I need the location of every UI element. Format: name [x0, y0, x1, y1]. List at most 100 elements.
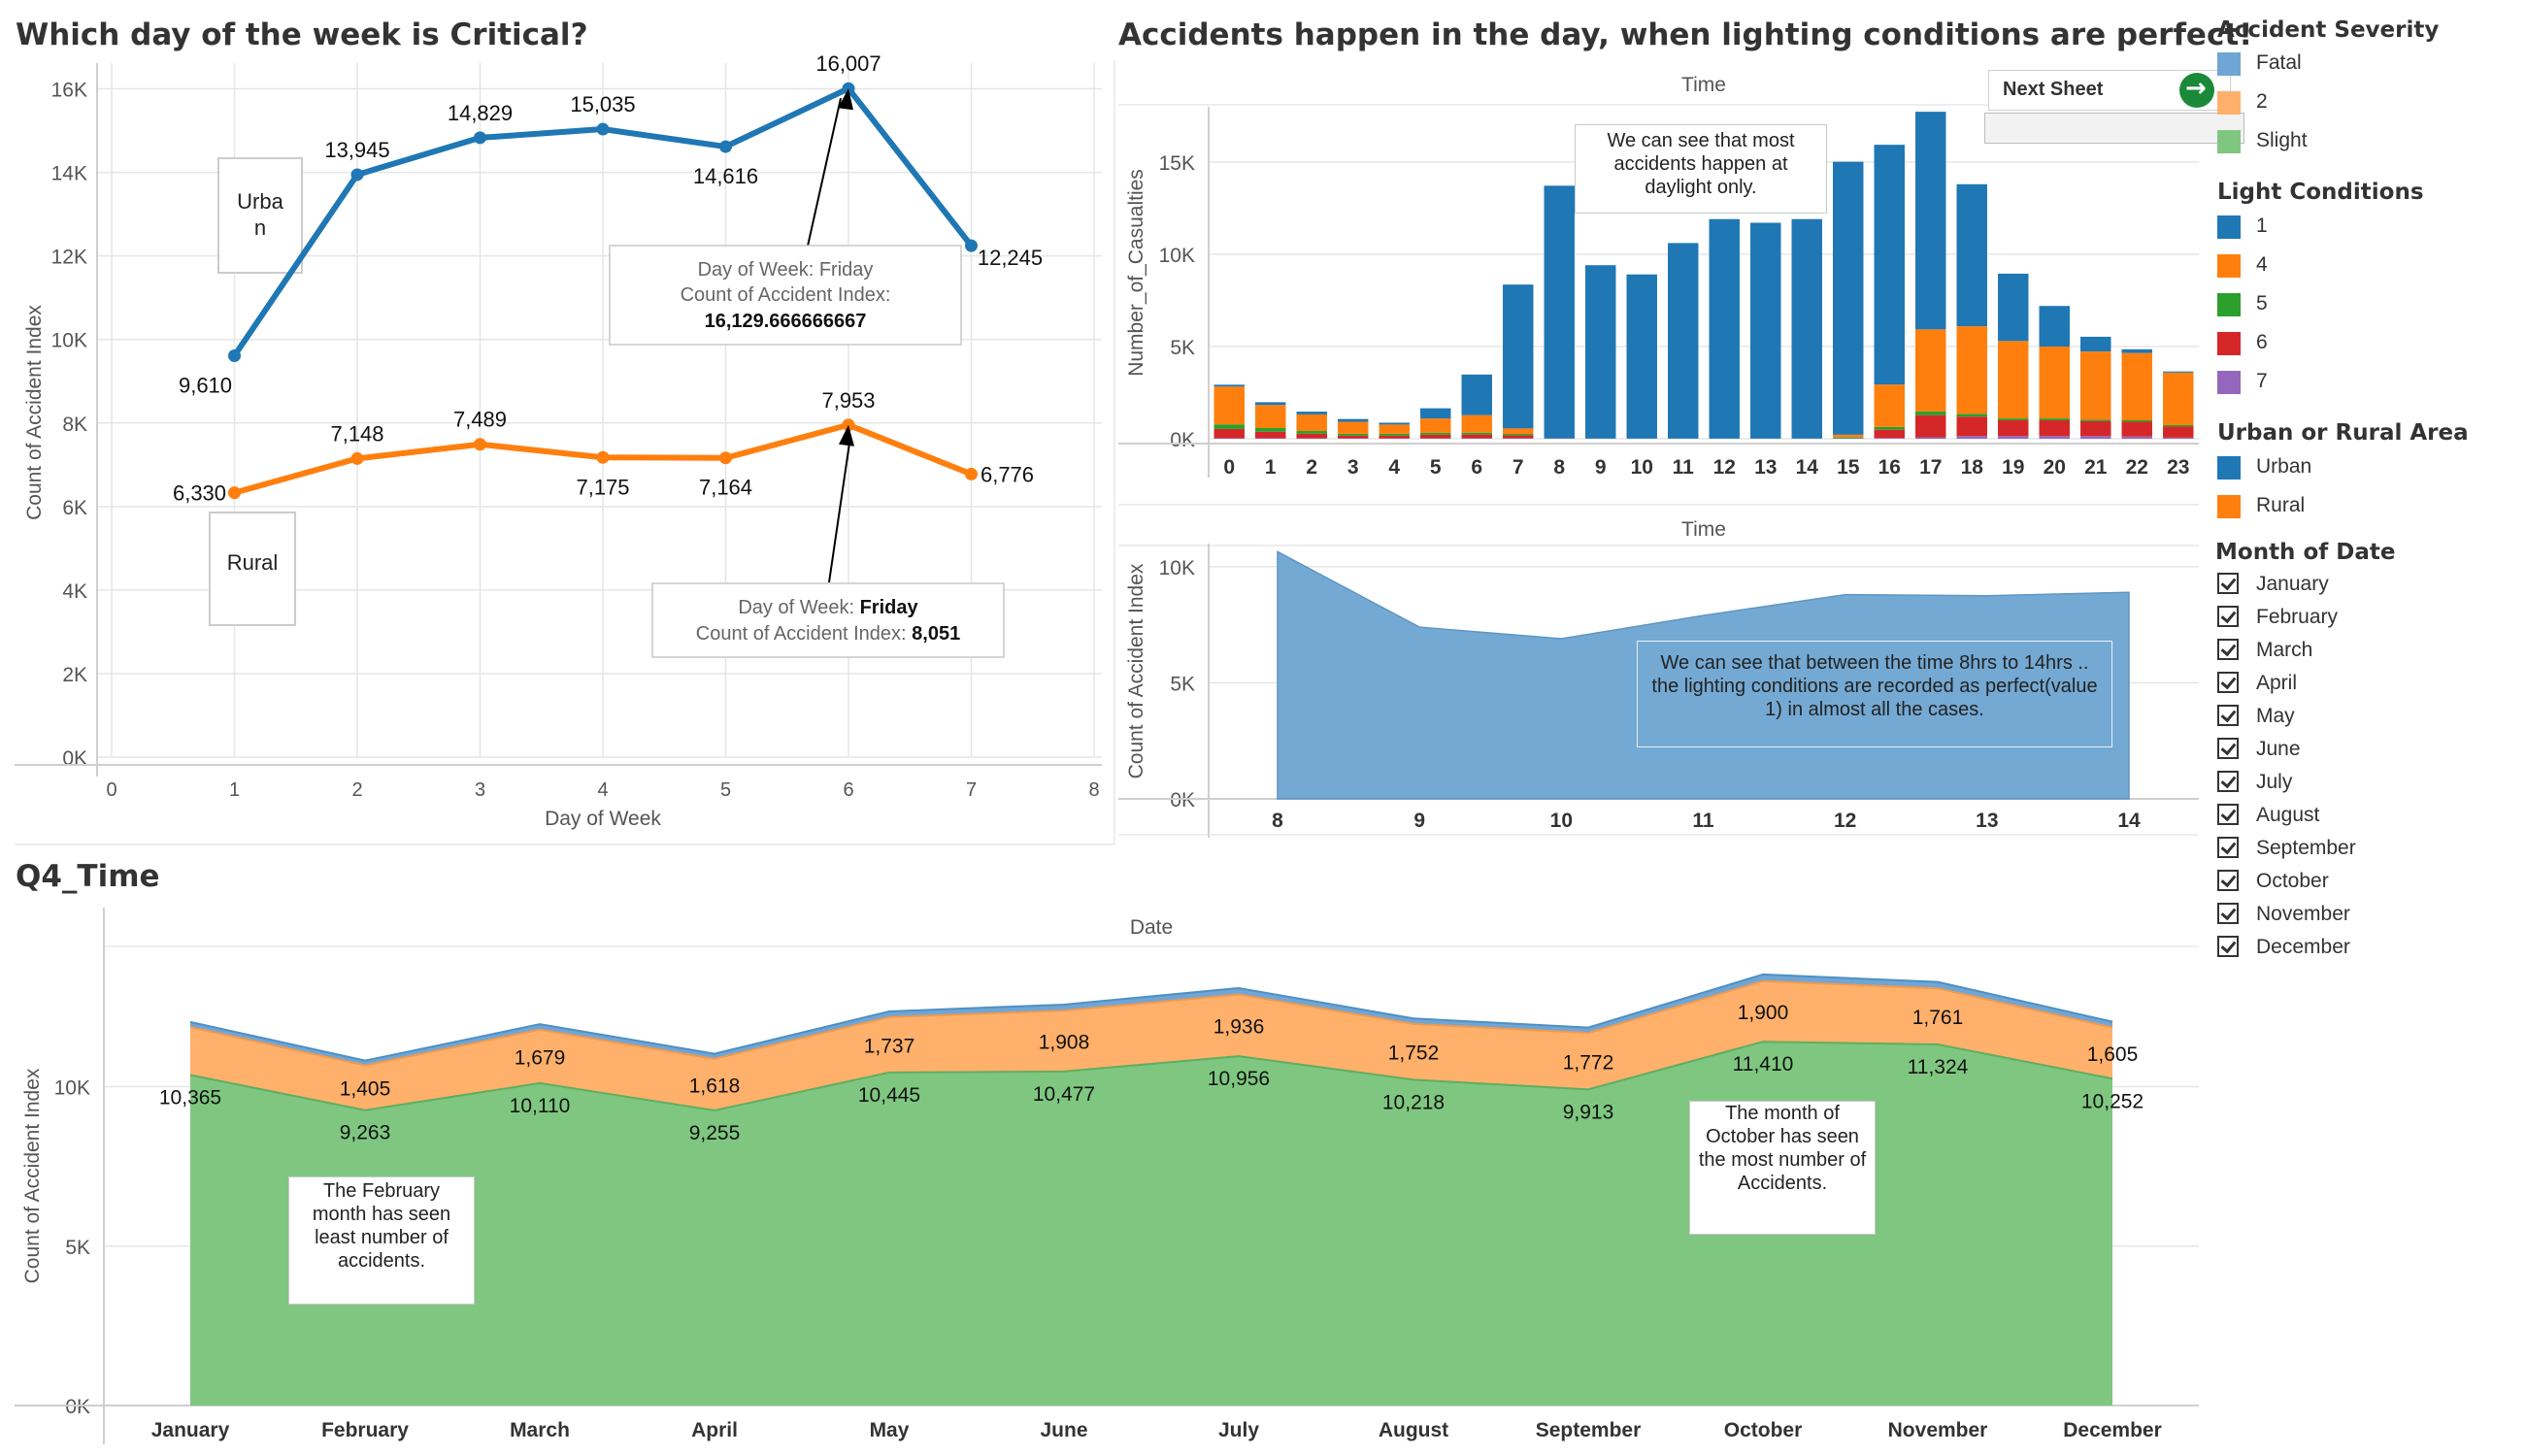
bar-segment-light-6: [1998, 420, 2029, 437]
x-tick-label: 16: [1878, 456, 1901, 479]
x-tick-label: 19: [2002, 456, 2024, 479]
bar-segment-light-1: [2039, 306, 2070, 347]
rural-swatch: [2217, 495, 2241, 518]
y-tick-label: 6K: [62, 497, 87, 519]
severity-2-swatch: [2217, 91, 2241, 115]
x-tick-label: June: [1040, 1419, 1087, 1441]
x-tick-label: December: [2063, 1419, 2162, 1441]
data-point: [965, 467, 978, 480]
bar-segment-light-6: [1915, 414, 1946, 438]
rural-label-box: [209, 512, 296, 626]
data-label: 6,330: [173, 481, 226, 506]
bar-segment-light-1: [1213, 384, 1245, 387]
bar-segment-light-7: [1461, 438, 1492, 439]
x-tick-label: 17: [1919, 456, 1942, 479]
y-tick-label: 10K: [54, 1077, 90, 1100]
next-arrow-icon[interactable]: [2179, 73, 2214, 108]
bar-segment-light-5: [1255, 427, 1286, 432]
checkbox[interactable]: [2217, 837, 2239, 858]
next-sheet-field[interactable]: [1984, 113, 2244, 144]
bar-segment-light-1: [2121, 348, 2152, 353]
x-tick-label: 8: [1553, 456, 1565, 479]
bar-segment-light-4: [1213, 386, 1245, 425]
x-tick-label: 2: [1306, 456, 1317, 479]
y-tick-label: 15K: [1159, 152, 1195, 175]
bar-segment-light-4: [1874, 384, 1905, 427]
bar-segment-light-5: [1956, 414, 1987, 417]
bar-segment-light-6: [1503, 435, 1534, 439]
bar-segment-light-5: [1296, 431, 1327, 434]
bar-segment-light-6: [2039, 420, 2070, 437]
area-edge-slight: [189, 1041, 2113, 1112]
checkbox[interactable]: [2217, 804, 2239, 825]
bar-segment-light-1: [1338, 418, 1369, 422]
month-label: August: [2256, 804, 2320, 826]
checkbox[interactable]: [2217, 573, 2239, 594]
checkbox[interactable]: [2217, 903, 2239, 924]
checkbox[interactable]: [2217, 672, 2239, 693]
month-label: October: [2256, 870, 2329, 892]
y-tick-label: 2K: [62, 664, 87, 686]
bar-segment-light-1: [1544, 185, 1575, 439]
checkbox[interactable]: [2217, 606, 2239, 627]
x-tick-label: August: [1379, 1419, 1448, 1441]
bar-segment-light-1: [1956, 183, 1987, 327]
legend-item-label: 7: [2256, 370, 2268, 392]
x-tick-label: 12: [1834, 810, 1856, 832]
bar-segment-light-5: [2080, 419, 2111, 421]
tooltip-line: Count of Accident Index: 8,051: [696, 623, 960, 645]
data-point: [965, 239, 978, 252]
bar-segment-light-1: [2163, 371, 2194, 373]
legend-item-label: 2: [2256, 90, 2268, 113]
x-tick-label: 10: [1550, 810, 1573, 832]
y-tick-label: 10K: [1159, 557, 1195, 579]
bar-segment-light-4: [1998, 341, 2029, 419]
area-series-2: [190, 980, 2112, 1110]
x-tick-label: July: [1218, 1419, 1259, 1441]
y-tick-label: 0K: [65, 1396, 90, 1418]
y-tick-label: 5K: [1170, 337, 1195, 359]
x-tick-label: 13: [1754, 456, 1777, 479]
data-label: 16,007: [815, 51, 881, 76]
checkbox[interactable]: [2217, 771, 2239, 792]
data-label: 14,616: [693, 164, 758, 188]
data-label: 7,175: [576, 475, 629, 499]
bar-segment-light-5: [1213, 424, 1245, 429]
data-label: 7,164: [699, 476, 752, 500]
checkbox[interactable]: [2217, 705, 2239, 726]
lighting-daylight-annotation: We can see that most accidents happen at…: [1575, 124, 1827, 214]
bar-segment-light-6: [1213, 428, 1245, 439]
data-point: [596, 122, 610, 136]
bar-segment-light-7: [1915, 437, 1946, 439]
data-label: 11,410: [1733, 1053, 1794, 1075]
data-label: 10,956: [1208, 1068, 1270, 1090]
data-point: [596, 450, 610, 464]
area-series-slight: [190, 1042, 2112, 1406]
data-label: 14,829: [448, 101, 513, 125]
bar-segment-light-5: [1998, 418, 2029, 420]
bar-segment-light-1: [1915, 112, 1946, 330]
data-label: 1,679: [515, 1046, 566, 1069]
data-label: 11,324: [1908, 1056, 1969, 1078]
bar-segment-light-4: [1255, 405, 1286, 428]
x-tick-label: 11: [1673, 456, 1695, 479]
checkbox[interactable]: [2217, 738, 2239, 759]
bar-segment-light-7: [1255, 438, 1286, 439]
urban-label-text: n: [254, 215, 266, 240]
y-tick-label: 14K: [51, 163, 87, 185]
bar-segment-light-6: [1296, 433, 1327, 439]
data-label: 10,252: [2081, 1090, 2144, 1112]
checkbox[interactable]: [2217, 639, 2239, 660]
data-label: 6,776: [980, 462, 1034, 486]
legend-area-title: Urban or Rural Area: [2217, 420, 2469, 446]
bar-segment-light-5: [1338, 433, 1369, 436]
urban-label-box: [217, 157, 303, 274]
bar-segment-light-7: [1503, 438, 1534, 439]
data-point: [228, 486, 241, 500]
checkbox[interactable]: [2217, 870, 2239, 891]
data-label: 1,752: [1388, 1042, 1440, 1065]
header-label: Time: [1681, 74, 1726, 96]
bar-segment-light-6: [2163, 426, 2194, 438]
x-tick-label: 21: [2084, 456, 2108, 479]
checkbox[interactable]: [2217, 936, 2239, 957]
